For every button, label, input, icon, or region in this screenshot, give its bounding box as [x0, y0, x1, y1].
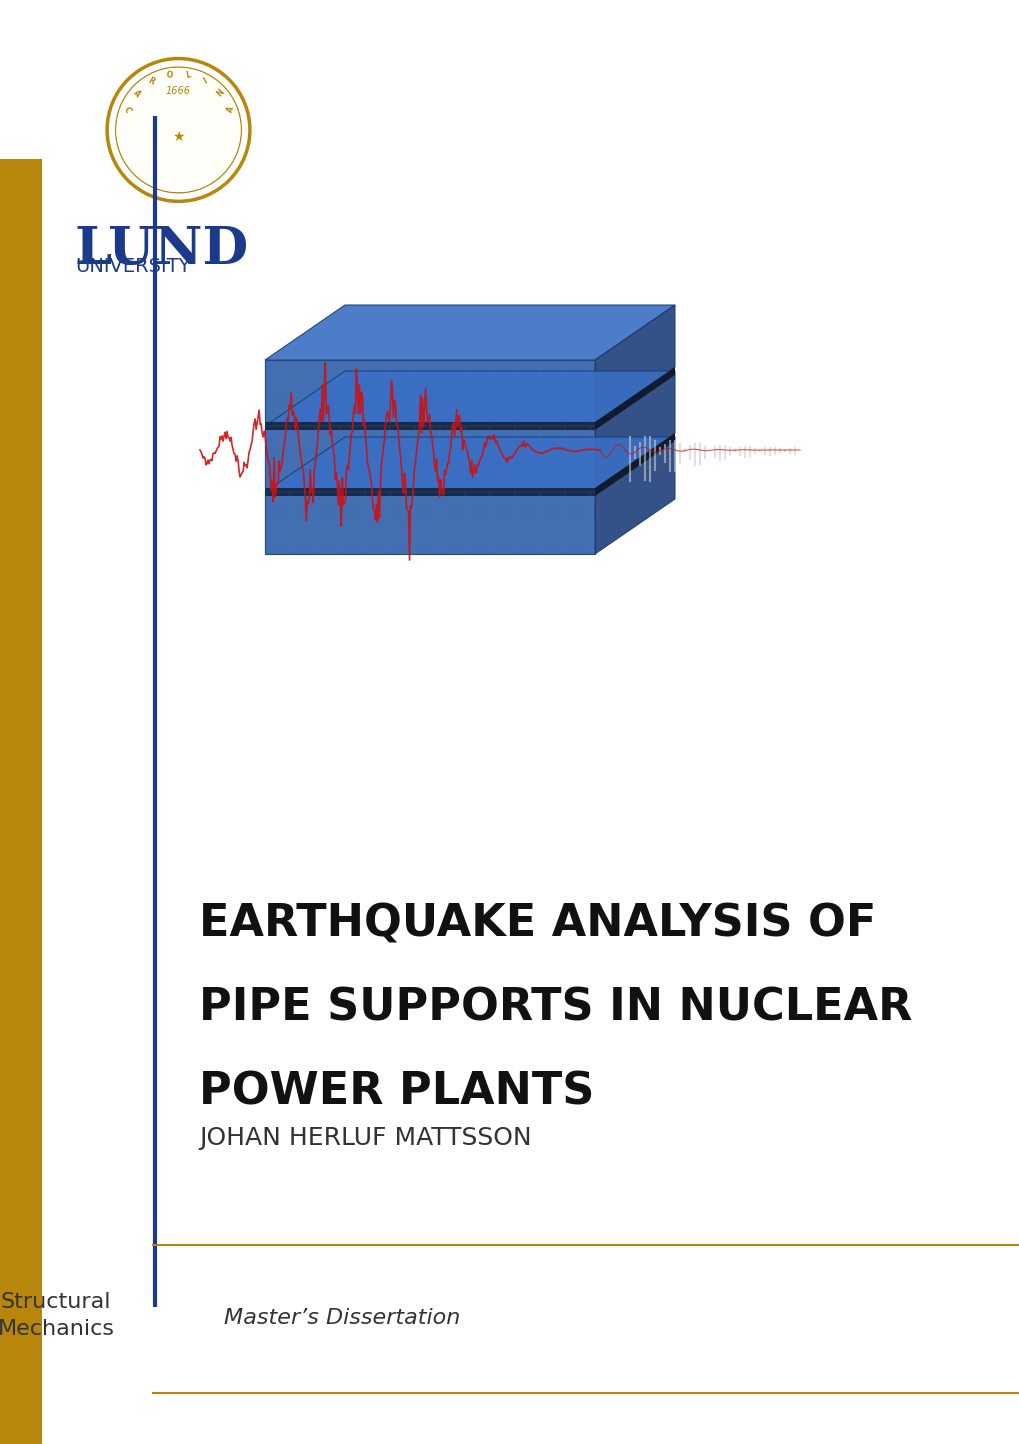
Bar [0, 159, 42, 1444]
Text: PIPE SUPPORTS IN NUCLEAR: PIPE SUPPORTS IN NUCLEAR [199, 986, 911, 1030]
Text: LUND: LUND [75, 224, 249, 274]
Polygon shape [594, 367, 675, 430]
Polygon shape [594, 305, 675, 422]
Text: C: C [121, 105, 131, 114]
Polygon shape [594, 438, 675, 554]
Text: POWER PLANTS: POWER PLANTS [199, 1070, 594, 1113]
Text: O: O [165, 71, 173, 79]
Bar [265, 422, 594, 430]
Text: 1666: 1666 [166, 85, 191, 95]
Text: Structural
Mechanics: Structural Mechanics [0, 1292, 114, 1339]
Text: R: R [147, 77, 156, 87]
Text: A: A [131, 88, 142, 98]
Polygon shape [265, 438, 675, 492]
Text: EARTHQUAKE ANALYSIS OF: EARTHQUAKE ANALYSIS OF [199, 902, 875, 946]
Text: Master’s Dissertation: Master’s Dissertation [224, 1308, 461, 1328]
Polygon shape [265, 371, 675, 426]
Text: I: I [202, 77, 209, 87]
Text: L: L [184, 71, 191, 79]
Circle shape [116, 68, 240, 192]
Text: JOHAN HERLUF MATTSSON: JOHAN HERLUF MATTSSON [199, 1126, 531, 1151]
Text: A: A [225, 105, 235, 114]
Bar [265, 488, 594, 495]
Bar [265, 360, 594, 422]
Text: N: N [215, 88, 226, 98]
Bar [265, 426, 594, 488]
Text: UNIVERSITY: UNIVERSITY [75, 257, 191, 276]
Bar [265, 492, 594, 554]
Polygon shape [265, 305, 675, 360]
Polygon shape [594, 371, 675, 488]
Text: ★: ★ [172, 130, 184, 144]
Polygon shape [594, 433, 675, 495]
